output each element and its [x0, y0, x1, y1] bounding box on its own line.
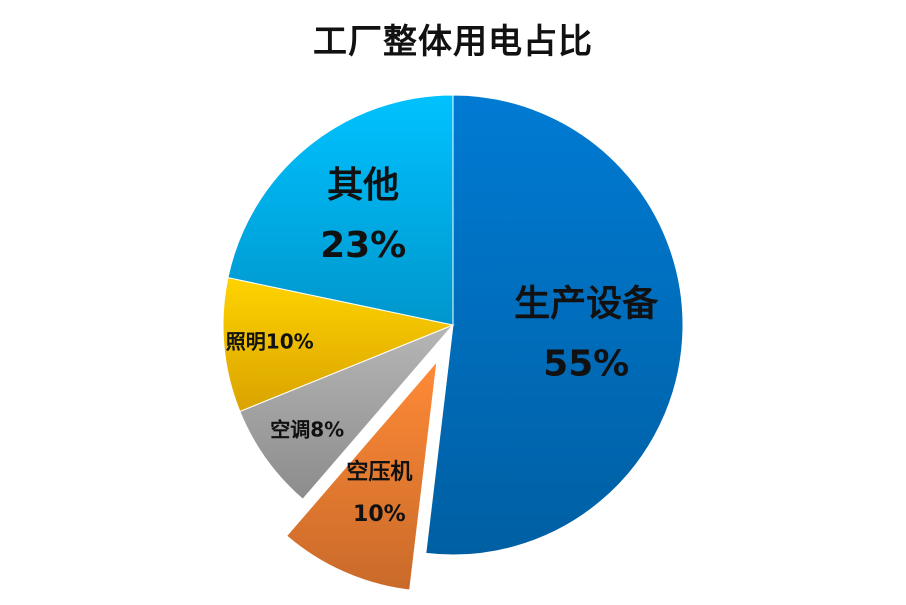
slice-label-2: 空调8%: [270, 418, 344, 442]
slice-label-0: 生产设备: [514, 284, 659, 325]
pie-slice-0: [425, 94, 684, 556]
slice-label-3: 照明10%: [226, 329, 314, 353]
pie-slice-2: [239, 324, 454, 500]
pie-slice-1: [286, 360, 438, 591]
pie-labels: 生产设备 55% 空压机 10% 空调8% 照明10% 其他 23%: [226, 165, 659, 527]
slice-value-1: 10%: [353, 502, 406, 527]
slice-label-1: 空压机: [346, 459, 412, 485]
pie-slices: [222, 94, 684, 591]
chart-title: 工厂整体用电占比: [313, 22, 593, 62]
pie-slice-4: [227, 94, 454, 326]
slice-value-4: 23%: [320, 225, 406, 266]
slice-label-4: 其他: [327, 165, 399, 206]
slice-value-0: 55%: [543, 344, 629, 385]
pie-slice-3: [222, 277, 455, 413]
